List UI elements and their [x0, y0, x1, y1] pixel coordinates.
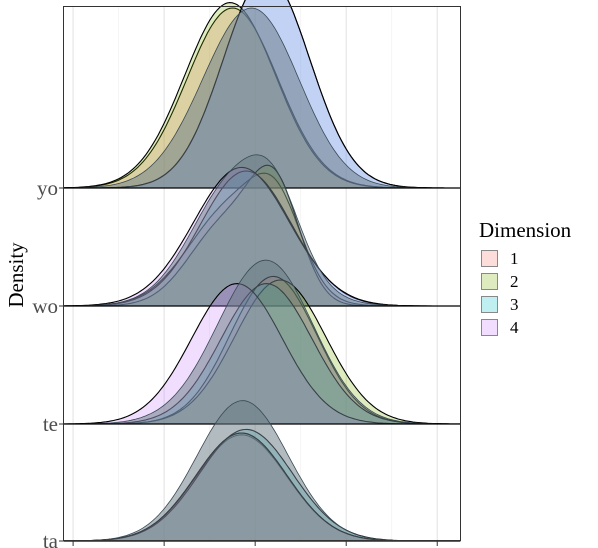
ridge-yo: [63, 0, 461, 189]
legend-label-3: 3: [510, 295, 519, 314]
y-tick-label-ta: ta: [43, 529, 59, 548]
legend-swatch-4: [481, 319, 498, 336]
legend-key-bg-2: [481, 273, 498, 290]
x-axis: [72, 541, 438, 546]
density-te-overall: [64, 259, 460, 425]
legend-key-bg-1: [481, 250, 498, 267]
density-yo-overall: [63, 7, 460, 189]
ridge-te: [63, 259, 461, 425]
legend-swatch-1: [481, 250, 498, 267]
legend-key-bg-3: [481, 296, 498, 313]
y-axis-title: Density: [4, 242, 28, 308]
panel-border: [63, 6, 461, 541]
legend-keys: 1 2 3 4: [481, 249, 519, 337]
y-axis: ta te wo yo: [32, 176, 64, 548]
legend: Dimension 1 2 3 4: [479, 218, 572, 337]
y-tick-label-wo: wo: [32, 294, 58, 318]
legend-key-bg-4: [481, 319, 498, 336]
ridges-layer: [63, 0, 461, 542]
legend-label-4: 4: [510, 318, 519, 337]
legend-title: Dimension: [479, 218, 572, 242]
legend-swatch-2: [481, 273, 498, 290]
ridge-wo: [63, 154, 461, 307]
legend-label-2: 2: [510, 272, 519, 291]
y-tick-label-te: te: [43, 412, 58, 436]
y-tick-label-yo: yo: [37, 176, 58, 200]
legend-label-1: 1: [510, 249, 519, 268]
legend-swatch-3: [481, 296, 498, 313]
